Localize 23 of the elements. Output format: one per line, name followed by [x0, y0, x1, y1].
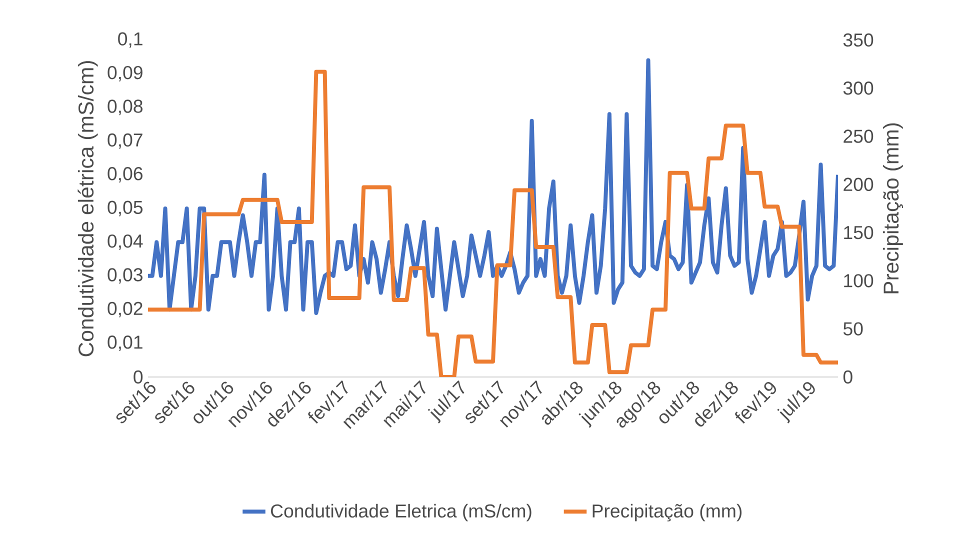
y2-tick-label: 50 [843, 322, 863, 336]
y-tick-label: 0,05 [108, 200, 143, 216]
y-tick-label: 0,08 [108, 100, 142, 116]
y-tick-label: 0,1 [118, 32, 142, 48]
y2-tick-label: 0 [843, 370, 852, 384]
y2-tick-label: 250 [844, 130, 874, 143]
y2-tick-label: 350 [843, 33, 874, 47]
legend-label: Precipitação (mm) [592, 504, 742, 522]
y-axis-title: Condutividade elétrica (mS/cm) [78, 61, 98, 356]
legend-label: Condutividade Eletrica (mS/cm) [271, 504, 532, 522]
y-tick-label: 0,03 [108, 268, 142, 284]
y-tick-label: 0,04 [108, 234, 143, 250]
y-tick-label: 0,07 [108, 133, 142, 149]
y-tick-label: 0,01 [108, 336, 142, 351]
y-tick-label: 0,09 [108, 66, 142, 82]
y2-axis-title: Precipitação (mm) [883, 123, 903, 294]
y-tick-label: 0,02 [108, 302, 142, 318]
y2-tick-label: 200 [844, 178, 874, 192]
y-tick-label: 0 [134, 370, 143, 384]
y2-tick-label: 150 [844, 226, 874, 240]
y2-tick-label: 300 [843, 82, 874, 95]
y-tick-label: 0,06 [108, 167, 142, 182]
y2-tick-label: 100 [844, 274, 874, 288]
